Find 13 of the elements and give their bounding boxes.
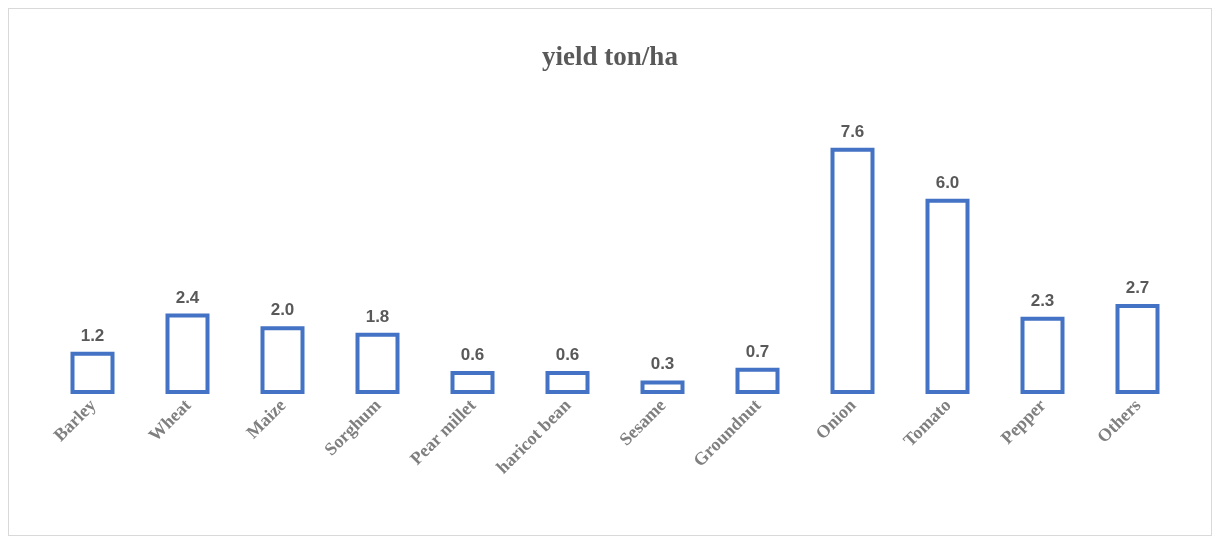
data-label: 0.6 bbox=[555, 344, 580, 364]
data-label: 2.7 bbox=[1125, 277, 1150, 297]
data-label: 0.6 bbox=[460, 344, 485, 364]
data-label: 1.2 bbox=[80, 325, 105, 345]
data-label: 2.4 bbox=[175, 287, 200, 307]
data-label: 0.7 bbox=[745, 341, 770, 361]
data-label: 7.6 bbox=[840, 121, 865, 141]
data-label: 6.0 bbox=[935, 172, 960, 192]
chart-title: yield ton/ha bbox=[542, 40, 679, 71]
data-label: 1.8 bbox=[365, 306, 390, 326]
data-label: 2.3 bbox=[1030, 290, 1055, 310]
data-label: 2.0 bbox=[270, 300, 295, 320]
data-label: 0.3 bbox=[650, 354, 675, 374]
